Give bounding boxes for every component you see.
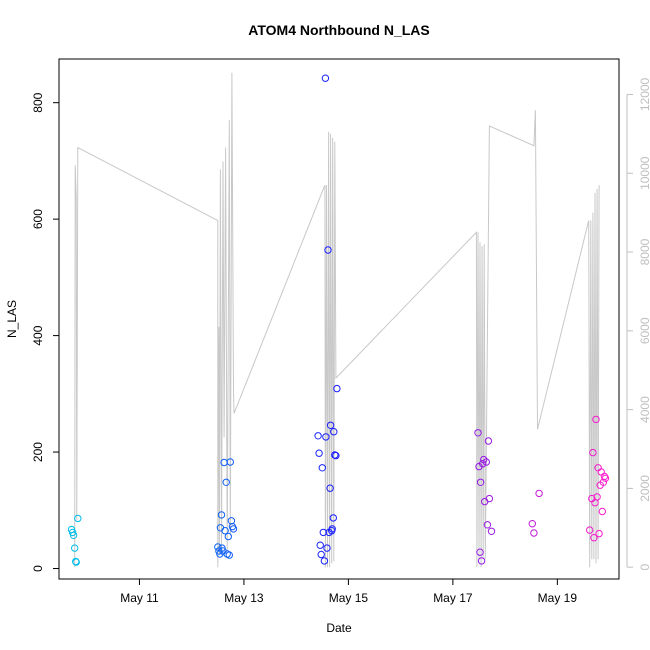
data-point bbox=[487, 527, 496, 535]
data-point bbox=[71, 544, 79, 552]
data-point bbox=[483, 521, 492, 529]
data-point bbox=[332, 451, 340, 460]
data-point bbox=[595, 529, 603, 538]
data-point bbox=[217, 511, 226, 519]
data-point bbox=[318, 464, 326, 472]
data-point bbox=[598, 507, 606, 516]
x-axis-label: Date bbox=[326, 621, 352, 635]
data-point bbox=[477, 557, 486, 565]
x-tick-label: May 11 bbox=[120, 591, 159, 605]
data-point bbox=[74, 514, 82, 523]
data-point bbox=[315, 449, 323, 457]
x-tick-label: May 19 bbox=[538, 591, 578, 605]
data-point bbox=[482, 458, 490, 466]
chart-title: ATOM4 Northbound N_LAS bbox=[248, 22, 429, 38]
data-point bbox=[600, 472, 609, 481]
data-point bbox=[485, 494, 494, 503]
data-point bbox=[225, 551, 234, 559]
data-point bbox=[323, 544, 331, 552]
y-axis-right: 0 2000 4000 6000 8000 10000 12000 bbox=[626, 77, 650, 571]
y2-tick-label: 10000 bbox=[638, 156, 650, 190]
data-point bbox=[229, 525, 238, 533]
data-point bbox=[593, 493, 601, 501]
data-point bbox=[329, 514, 337, 522]
data-point bbox=[601, 474, 610, 482]
data-point bbox=[324, 246, 332, 254]
y2-tick-label: 2000 bbox=[638, 475, 650, 502]
data-point bbox=[586, 526, 594, 534]
data-point bbox=[326, 484, 334, 492]
points-layer bbox=[67, 74, 610, 566]
data-point bbox=[474, 429, 482, 437]
data-point bbox=[530, 529, 538, 537]
data-point bbox=[476, 548, 484, 556]
data-point bbox=[69, 531, 78, 539]
data-point bbox=[528, 520, 536, 528]
secondary-line-layer bbox=[74, 72, 600, 568]
secondary-series-line bbox=[74, 72, 600, 568]
data-point bbox=[484, 437, 493, 445]
y-axis-left: 0 200 400 600 800 bbox=[31, 92, 59, 572]
data-point bbox=[480, 455, 488, 464]
y2-tick-label: 4000 bbox=[638, 396, 650, 423]
data-point bbox=[214, 543, 222, 551]
data-point bbox=[479, 460, 487, 468]
data-point bbox=[320, 557, 329, 565]
data-point bbox=[590, 534, 598, 542]
x-axis: May 11 May 13 May 15 May 17 May 19 bbox=[120, 579, 577, 605]
data-point bbox=[535, 489, 543, 498]
x-tick-label: May 15 bbox=[329, 591, 369, 605]
data-point bbox=[72, 558, 80, 566]
y2-tick-label: 8000 bbox=[638, 238, 650, 265]
y-tick-label: 800 bbox=[31, 92, 45, 112]
data-point bbox=[476, 478, 485, 486]
y-axis-label: N_LAS bbox=[5, 300, 19, 338]
y-tick-label: 0 bbox=[31, 565, 45, 572]
data-point bbox=[326, 421, 335, 429]
data-point bbox=[322, 433, 330, 441]
data-point bbox=[330, 428, 338, 436]
y-tick-label: 600 bbox=[31, 209, 45, 229]
y2-tick-label: 0 bbox=[638, 564, 650, 571]
y2-tick-label: 6000 bbox=[638, 317, 650, 344]
data-point bbox=[226, 458, 235, 466]
data-point bbox=[316, 541, 324, 549]
x-tick-label: May 17 bbox=[433, 591, 473, 605]
data-point bbox=[224, 532, 233, 541]
y-tick-label: 400 bbox=[31, 325, 45, 345]
plot-frame bbox=[58, 58, 620, 580]
data-point bbox=[317, 550, 325, 559]
data-point bbox=[328, 525, 336, 533]
data-point bbox=[333, 384, 341, 393]
data-point bbox=[589, 448, 597, 457]
x-tick-label: May 13 bbox=[224, 591, 264, 605]
data-point bbox=[321, 74, 330, 82]
y-tick-label: 200 bbox=[31, 442, 45, 462]
data-point bbox=[314, 432, 322, 440]
y2-tick-label: 12000 bbox=[638, 77, 650, 111]
data-point bbox=[221, 527, 229, 535]
data-point bbox=[319, 528, 327, 537]
data-point bbox=[592, 415, 600, 424]
data-point bbox=[222, 478, 230, 486]
